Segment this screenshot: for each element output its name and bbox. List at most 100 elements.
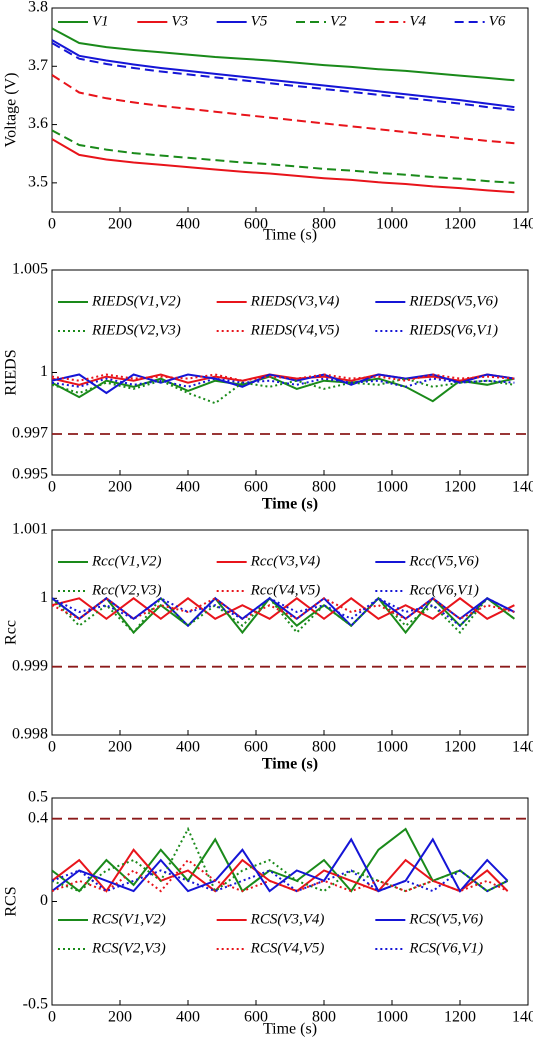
x-tick-label: 600 [244, 216, 268, 233]
x-tick-label: 400 [176, 216, 200, 233]
legend-label: Rcc(V6,V1) [408, 582, 479, 598]
x-tick-label: 400 [176, 1009, 200, 1026]
y-tick-label: 1 [40, 363, 48, 380]
x-tick-label: 0 [48, 1009, 56, 1026]
x-tick-label: 0 [48, 739, 56, 756]
legend-label: RIEDS(V1,V2) [91, 293, 181, 309]
y-tick-label: 3.7 [28, 57, 48, 74]
series-line [52, 42, 515, 111]
x-tick-label: 1000 [376, 216, 408, 233]
series-line [52, 858, 509, 893]
series-line [52, 596, 516, 635]
plot-frame [51, 529, 529, 736]
y-tick-label: 0.995 [12, 466, 48, 483]
x-tick-label: 1200 [444, 479, 476, 496]
y-tick-label: 1.001 [12, 521, 48, 538]
x-tick-label: 600 [244, 739, 268, 756]
x-tick-label: 1000 [376, 479, 408, 496]
series-line [52, 377, 515, 388]
y-axis-label: RCS [3, 886, 20, 916]
legend-label: RCS(V5,V6) [408, 911, 483, 927]
legend-label: V1 [92, 13, 109, 29]
legend-label: V2 [330, 13, 347, 29]
y-tick-label: 0.4 [28, 809, 48, 826]
x-tick-label: 600 [244, 479, 268, 496]
series-line [52, 848, 509, 893]
legend-label: Rcc(V1,V2) [91, 553, 162, 569]
y-tick-label: -0.5 [23, 996, 48, 1013]
x-tick-label: 0 [48, 479, 56, 496]
x-axis-label: Time (s) [262, 496, 318, 513]
x-tick-label: 800 [312, 479, 336, 496]
x-tick-label: 400 [176, 739, 200, 756]
legend-label: V6 [489, 13, 506, 29]
y-tick-label: 0.999 [12, 657, 48, 674]
y-tick-label: 0 [40, 892, 48, 909]
y-tick-label: 0.997 [12, 425, 48, 442]
legend-label: RCS(V6,V1) [408, 940, 483, 956]
legend-label: Rcc(V5,V6) [408, 553, 479, 569]
legend-label: RIEDS(V3,V4) [250, 293, 340, 309]
x-tick-label: 800 [312, 216, 336, 233]
x-tick-label: 1200 [444, 1009, 476, 1026]
x-tick-label: 0 [48, 216, 56, 233]
y-tick-label: 1.005 [12, 261, 48, 278]
x-tick-label: 800 [312, 739, 336, 756]
y-axis-label: Voltage (V) [3, 73, 20, 148]
x-axis-label: Time (s) [263, 227, 317, 244]
x-tick-label: 600 [244, 1009, 268, 1026]
x-axis-label: Time (s) [262, 756, 318, 773]
series-line [52, 826, 509, 893]
x-tick-label: 200 [108, 216, 132, 233]
series-line [52, 837, 509, 893]
x-tick-label: 800 [312, 1009, 336, 1026]
series-line [52, 597, 515, 628]
legend-label: RCS(V1,V2) [91, 911, 166, 927]
y-tick-label: 3.8 [28, 0, 48, 16]
series-line [52, 373, 515, 386]
plot-frame [51, 797, 529, 1006]
series-line [52, 39, 515, 109]
x-tick-label: 200 [108, 1009, 132, 1026]
y-tick-label: 0.998 [12, 726, 48, 743]
x-tick-label: 200 [108, 739, 132, 756]
series-line [52, 377, 515, 405]
legend-label: RCS(V3,V4) [250, 911, 325, 927]
legend-label: RIEDS(V6,V1) [408, 322, 498, 338]
plot-frame [51, 7, 529, 213]
legend-label: Rcc(V2,V3) [91, 582, 162, 598]
y-tick-label: 3.6 [28, 115, 48, 132]
x-tick-label: 1200 [444, 216, 476, 233]
y-tick-label: 3.5 [28, 174, 48, 191]
y-tick-label: 1 [40, 589, 48, 606]
legend-label: RCS(V2,V3) [91, 940, 166, 956]
legend-label: RCS(V4,V5) [250, 940, 325, 956]
series-line [52, 596, 516, 635]
series-line [52, 138, 515, 194]
y-axis-label: Rcc [3, 620, 20, 645]
y-tick-label: 0.5 [28, 789, 48, 806]
x-tick-label: 1000 [376, 1009, 408, 1026]
legend-label: RIEDS(V4,V5) [250, 322, 340, 338]
x-axis-label: Time (s) [263, 1021, 317, 1038]
x-tick-label: 1200 [444, 739, 476, 756]
series-line [52, 827, 509, 893]
x-tick-label: 400 [176, 479, 200, 496]
series-line [52, 74, 515, 145]
series-line [52, 597, 515, 620]
legend-label: Rcc(V4,V5) [250, 582, 321, 598]
y-axis-label: RIEDS [3, 349, 20, 395]
legend-label: V5 [251, 13, 268, 29]
legend-label: V3 [171, 13, 188, 29]
x-tick-label: 1000 [376, 739, 408, 756]
legend-label: Rcc(V3,V4) [250, 553, 321, 569]
legend-label: RIEDS(V2,V3) [91, 322, 181, 338]
legend-label: RIEDS(V5,V6) [408, 293, 498, 309]
legend-label: V4 [409, 13, 426, 29]
x-tick-label: 200 [108, 479, 132, 496]
